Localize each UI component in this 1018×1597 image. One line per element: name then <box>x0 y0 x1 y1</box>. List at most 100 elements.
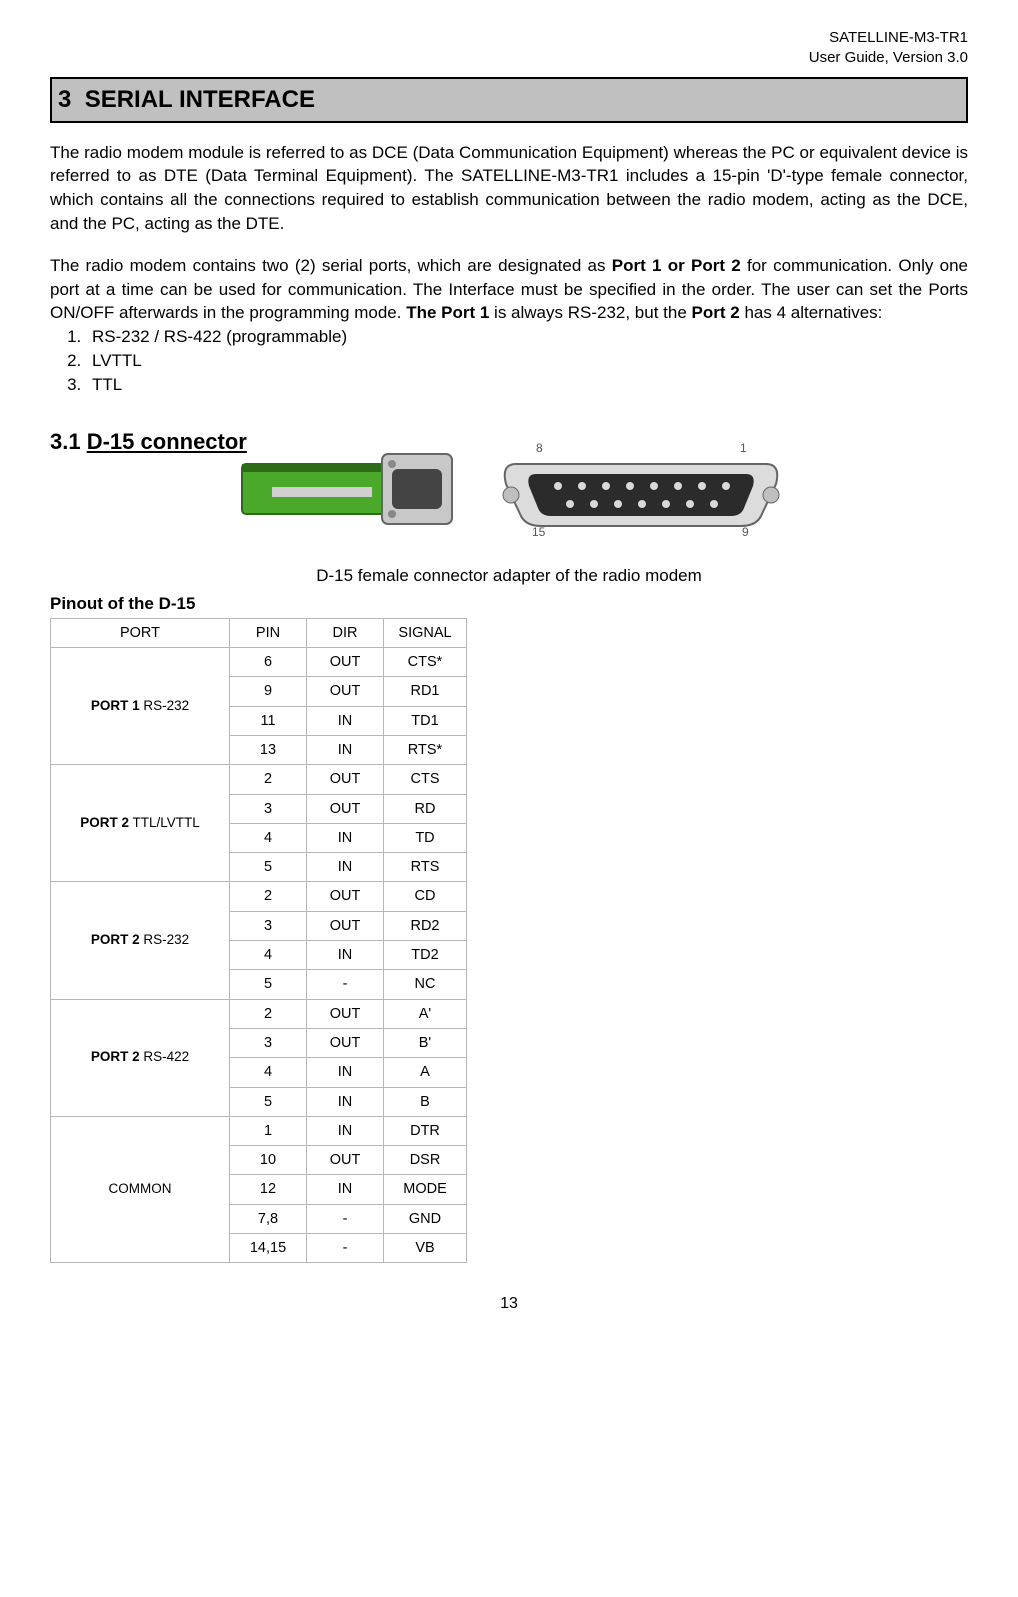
table-cell: 14,15 <box>230 1233 307 1262</box>
table-cell: GND <box>384 1204 467 1233</box>
table-row: COMMON1INDTR <box>51 1116 467 1145</box>
section-title: SERIAL INTERFACE <box>85 86 315 113</box>
table-cell: 10 <box>230 1146 307 1175</box>
table-cell: CTS* <box>384 648 467 677</box>
list-item: LVTTL <box>86 349 968 373</box>
table-cell: 9 <box>230 677 307 706</box>
table-cell: OUT <box>307 648 384 677</box>
table-cell: TD1 <box>384 706 467 735</box>
paragraph-2: The radio modem contains two (2) serial … <box>50 254 968 325</box>
table-cell: 3 <box>230 1028 307 1057</box>
image-caption: D-15 female connector adapter of the rad… <box>50 564 968 588</box>
table-cell: 7,8 <box>230 1204 307 1233</box>
table-cell: 11 <box>230 706 307 735</box>
table-cell: CTS <box>384 765 467 794</box>
table-cell: OUT <box>307 677 384 706</box>
table-cell: 5 <box>230 970 307 999</box>
adapter-board-image <box>232 429 462 556</box>
table-cell: IN <box>307 823 384 852</box>
table-header-row: PORT PIN DIR SIGNAL <box>51 618 467 647</box>
svg-text:1: 1 <box>740 441 747 455</box>
table-cell: A <box>384 1058 467 1087</box>
port-cell: PORT 2 RS-422 <box>51 999 230 1116</box>
port-cell: PORT 1 RS-232 <box>51 648 230 765</box>
table-cell: DSR <box>384 1146 467 1175</box>
table-cell: IN <box>307 1116 384 1145</box>
table-cell: CD <box>384 882 467 911</box>
table-cell: IN <box>307 941 384 970</box>
table-cell: 5 <box>230 1087 307 1116</box>
table-cell: A' <box>384 999 467 1028</box>
table-cell: MODE <box>384 1175 467 1204</box>
table-cell: 4 <box>230 823 307 852</box>
svg-text:9: 9 <box>742 525 749 539</box>
svg-text:8: 8 <box>536 441 543 455</box>
table-cell: RTS <box>384 853 467 882</box>
table-cell: VB <box>384 1233 467 1262</box>
header-product: SATELLINE-M3-TR1 <box>50 28 968 48</box>
table-cell: 1 <box>230 1116 307 1145</box>
d15-connector-image: 8 1 15 9 <box>496 434 786 551</box>
table-cell: RTS* <box>384 735 467 764</box>
table-cell: OUT <box>307 911 384 940</box>
table-header: PIN <box>230 618 307 647</box>
table-cell: DTR <box>384 1116 467 1145</box>
table-cell: IN <box>307 853 384 882</box>
page-number: 13 <box>50 1293 968 1315</box>
table-cell: 13 <box>230 735 307 764</box>
table-cell: IN <box>307 1058 384 1087</box>
table-cell: IN <box>307 706 384 735</box>
table-cell: OUT <box>307 1028 384 1057</box>
table-cell: RD1 <box>384 677 467 706</box>
table-cell: 12 <box>230 1175 307 1204</box>
section-number: 3 <box>58 86 71 113</box>
table-cell: 3 <box>230 911 307 940</box>
pinout-table: PORT PIN DIR SIGNAL PORT 1 RS-2326OUTCTS… <box>50 618 467 1264</box>
table-header: DIR <box>307 618 384 647</box>
table-cell: TD <box>384 823 467 852</box>
table-cell: OUT <box>307 999 384 1028</box>
port-cell: COMMON <box>51 1116 230 1262</box>
section-heading-bar: 3 SERIAL INTERFACE <box>50 77 968 123</box>
table-cell: OUT <box>307 794 384 823</box>
svg-text:15: 15 <box>532 525 546 539</box>
paragraph-1: The radio modem module is referred to as… <box>50 141 968 236</box>
table-row: PORT 1 RS-2326OUTCTS* <box>51 648 467 677</box>
body-text: The radio modem module is referred to as… <box>50 141 968 397</box>
table-cell: TD2 <box>384 941 467 970</box>
table-cell: - <box>307 970 384 999</box>
table-header: PORT <box>51 618 230 647</box>
page-header: SATELLINE-M3-TR1 User Guide, Version 3.0 <box>50 28 968 67</box>
table-cell: IN <box>307 735 384 764</box>
table-cell: OUT <box>307 882 384 911</box>
table-cell: RD <box>384 794 467 823</box>
table-cell: 5 <box>230 853 307 882</box>
table-cell: 4 <box>230 1058 307 1087</box>
table-cell: - <box>307 1204 384 1233</box>
list-item: RS-232 / RS-422 (programmable) <box>86 325 968 349</box>
table-cell: 4 <box>230 941 307 970</box>
table-row: PORT 2 RS-4222OUTA' <box>51 999 467 1028</box>
table-cell: OUT <box>307 765 384 794</box>
table-title: Pinout of the D-15 <box>50 592 968 616</box>
table-cell: IN <box>307 1175 384 1204</box>
table-cell: B' <box>384 1028 467 1057</box>
list-item: TTL <box>86 373 968 397</box>
table-cell: 3 <box>230 794 307 823</box>
table-cell: 2 <box>230 765 307 794</box>
header-guide: User Guide, Version 3.0 <box>50 48 968 68</box>
table-cell: IN <box>307 1087 384 1116</box>
port-cell: PORT 2 TTL/LVTTL <box>51 765 230 882</box>
alternatives-list: RS-232 / RS-422 (programmable) LVTTL TTL <box>50 325 968 396</box>
table-cell: NC <box>384 970 467 999</box>
table-cell: RD2 <box>384 911 467 940</box>
table-header: SIGNAL <box>384 618 467 647</box>
port-cell: PORT 2 RS-232 <box>51 882 230 999</box>
table-cell: 2 <box>230 882 307 911</box>
table-cell: 6 <box>230 648 307 677</box>
table-row: PORT 2 RS-2322OUTCD <box>51 882 467 911</box>
table-cell: 2 <box>230 999 307 1028</box>
subsection-number: 3.1 <box>50 429 81 454</box>
table-cell: - <box>307 1233 384 1262</box>
subsection-title: D-15 connector <box>87 429 247 454</box>
